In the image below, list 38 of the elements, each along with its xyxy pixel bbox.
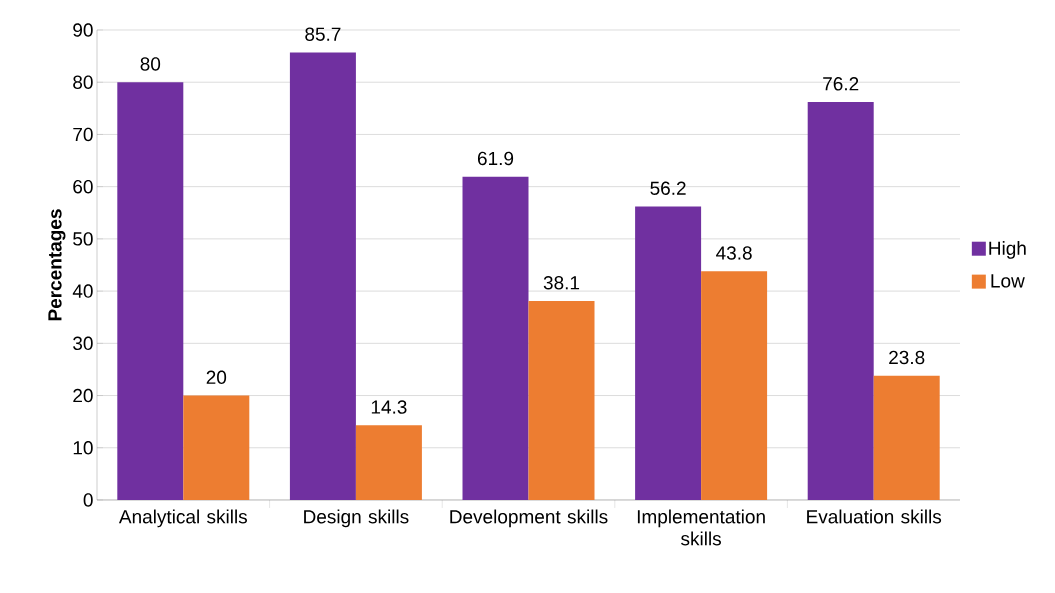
data-label: 43.8 — [716, 246, 752, 260]
x-tick-label: Analytical skills — [118, 509, 247, 528]
y-tick-label: 0 — [83, 493, 93, 507]
data-label: 56.2 — [650, 181, 686, 195]
data-label: 23.8 — [889, 350, 925, 365]
y-tick-label: 60 — [73, 179, 93, 194]
bar — [289, 52, 356, 500]
bar — [807, 102, 874, 500]
x-tick-label: Development skills — [450, 509, 608, 528]
y-axis-title: Percentages — [48, 209, 66, 321]
data-label: 80 — [140, 57, 161, 71]
x-tick-label: Design skills — [304, 509, 409, 528]
data-label: 85.7 — [305, 27, 341, 41]
y-tick-label: 70 — [73, 127, 93, 142]
data-label: 76.2 — [823, 77, 859, 91]
data-label: 20 — [206, 370, 227, 385]
data-label: 38.1 — [543, 276, 580, 290]
bar — [183, 395, 250, 500]
y-tick-label: 40 — [72, 284, 93, 298]
y-tick-label: 10 — [73, 441, 93, 455]
y-tick-label: 30 — [73, 336, 93, 351]
data-label: 14.3 — [371, 400, 407, 414]
bar — [117, 82, 184, 500]
y-tick-label: 80 — [73, 75, 93, 89]
bar — [635, 206, 702, 500]
bar — [355, 425, 422, 500]
legend-label: High — [989, 241, 1026, 259]
y-tick-label: 90 — [73, 23, 93, 37]
x-tick-label: Evaluation skills — [807, 509, 942, 524]
y-tick-label: 20 — [73, 388, 93, 403]
y-tick-label: 50 — [73, 232, 93, 246]
data-label: 61.9 — [477, 151, 514, 166]
legend-label: Low — [991, 274, 1025, 288]
bar — [528, 301, 595, 500]
bar — [873, 375, 940, 500]
bar — [462, 176, 529, 500]
x-tick-label: Implementation skills — [637, 509, 765, 546]
bar — [701, 271, 768, 500]
